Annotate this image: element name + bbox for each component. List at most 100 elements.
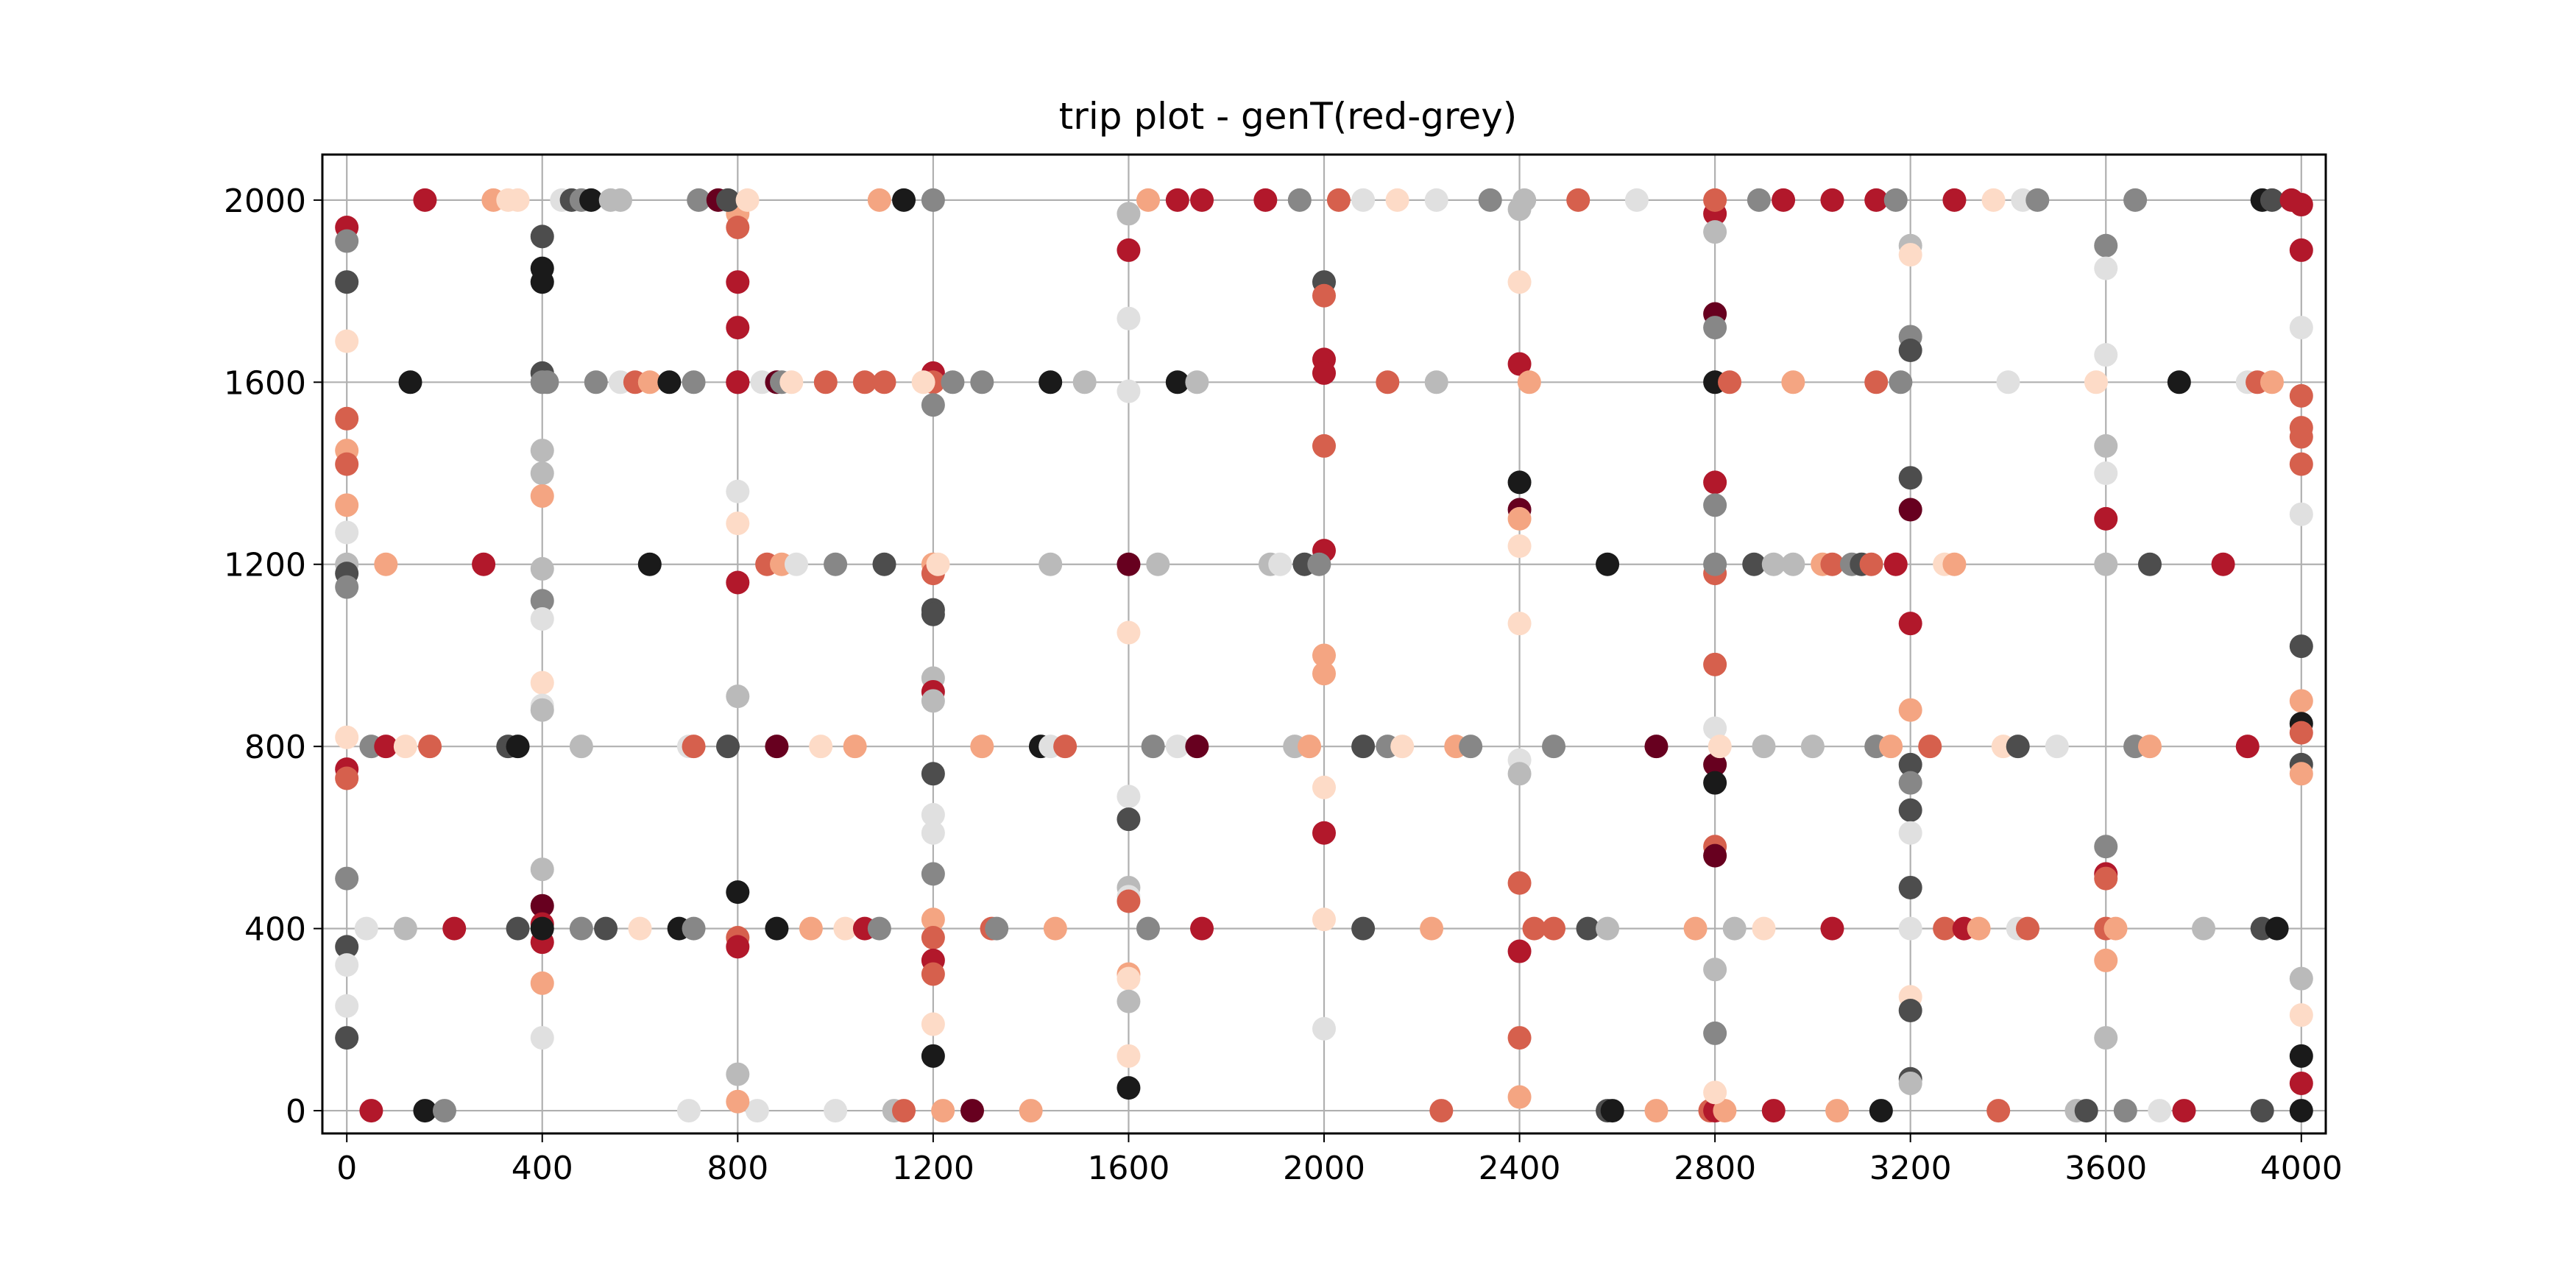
data-point	[2094, 506, 2118, 531]
data-point	[608, 188, 632, 212]
y-tick-label: 2000	[224, 183, 306, 220]
data-point	[530, 894, 554, 918]
data-point	[921, 1044, 945, 1068]
data-point	[335, 766, 359, 790]
data-point	[335, 452, 359, 476]
data-point	[1298, 735, 1322, 759]
data-point	[716, 735, 740, 759]
data-point	[442, 916, 467, 941]
data-point	[1703, 470, 1727, 495]
data-point	[2289, 966, 2313, 991]
data-point	[1253, 188, 1278, 212]
data-point	[1883, 188, 1908, 212]
data-point	[354, 916, 378, 941]
data-point	[1507, 534, 1532, 558]
data-point	[1117, 620, 1141, 645]
y-tick-label: 800	[244, 729, 306, 766]
data-point	[1117, 202, 1141, 226]
data-point	[335, 520, 359, 545]
data-point	[872, 552, 896, 576]
data-point	[1703, 316, 1727, 340]
data-point	[1385, 188, 1409, 212]
data-point	[1287, 188, 1312, 212]
data-point	[1117, 807, 1141, 832]
data-point	[1459, 735, 1483, 759]
data-point	[726, 880, 750, 905]
data-point	[1420, 916, 1444, 941]
data-point	[852, 370, 877, 394]
data-point	[867, 188, 891, 212]
data-point	[569, 735, 593, 759]
data-point	[1942, 552, 1967, 576]
data-point	[584, 370, 608, 394]
data-point	[921, 821, 945, 845]
data-point	[1146, 552, 1170, 576]
data-point	[824, 1099, 848, 1123]
data-point	[1898, 339, 1922, 362]
y-tick-label: 1200	[224, 547, 306, 584]
data-point	[867, 916, 891, 941]
data-point	[1517, 370, 1541, 394]
data-point	[1624, 188, 1649, 212]
data-point	[530, 439, 554, 463]
data-point	[921, 1012, 945, 1036]
data-point	[413, 188, 437, 212]
data-point	[1898, 771, 1922, 795]
data-point	[335, 866, 359, 891]
data-point	[1596, 552, 1620, 576]
data-point	[335, 229, 359, 253]
data-point	[335, 953, 359, 977]
data-point	[1312, 361, 1336, 385]
data-point	[921, 802, 945, 827]
data-point	[765, 735, 789, 759]
data-point	[393, 735, 417, 759]
data-point	[1596, 916, 1620, 941]
data-point	[1996, 370, 2020, 394]
data-point	[2289, 383, 2313, 408]
data-point	[1165, 370, 1189, 394]
data-point	[1507, 1085, 1532, 1109]
data-point	[1522, 916, 1546, 941]
data-point	[1981, 188, 2006, 212]
data-point	[1898, 998, 1922, 1022]
data-point	[1507, 1026, 1532, 1050]
data-point	[2113, 1099, 2137, 1123]
data-point	[530, 484, 554, 508]
data-point	[1742, 552, 1766, 576]
data-point	[1898, 752, 1922, 776]
data-point	[1708, 735, 1732, 759]
data-point	[1781, 552, 1805, 576]
data-point	[1312, 907, 1336, 932]
data-point	[1507, 762, 1532, 786]
data-point	[637, 370, 662, 394]
data-point	[2289, 721, 2313, 745]
data-point	[921, 962, 945, 986]
data-point	[726, 570, 750, 595]
data-point	[530, 556, 554, 581]
data-point	[2094, 552, 2118, 576]
data-point	[1820, 916, 1844, 941]
data-point	[530, 857, 554, 882]
data-point	[1703, 752, 1727, 776]
data-point	[1038, 552, 1063, 576]
data-point	[530, 606, 554, 631]
data-point	[824, 552, 848, 576]
data-point	[960, 1099, 984, 1123]
x-tick-label: 2000	[1283, 1150, 1365, 1187]
data-point	[1898, 821, 1922, 845]
data-point	[1351, 916, 1376, 941]
data-point	[1703, 552, 1727, 576]
data-point	[2167, 370, 2191, 394]
data-point	[921, 602, 945, 626]
data-point	[1703, 843, 1727, 868]
data-point	[1185, 370, 1209, 394]
data-point	[1683, 916, 1708, 941]
data-point	[726, 935, 750, 959]
data-point	[2016, 916, 2040, 941]
data-point	[1752, 735, 1776, 759]
data-point	[1507, 470, 1532, 495]
data-point	[1507, 506, 1532, 531]
x-tick-label: 3600	[2064, 1150, 2147, 1187]
data-point	[2289, 1044, 2313, 1068]
